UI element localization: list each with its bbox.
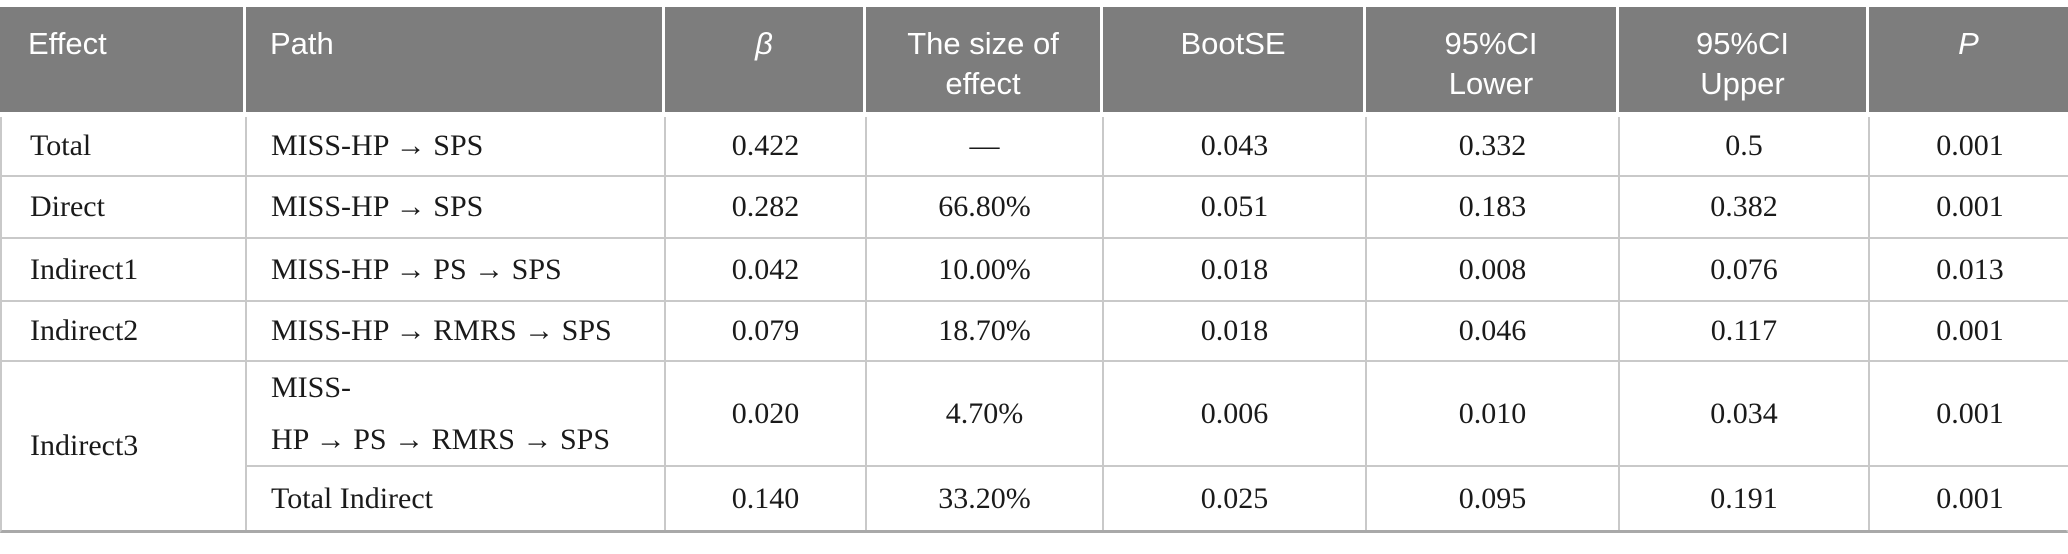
cell-r0-p: 0.001: [1868, 117, 2068, 175]
header-cell-bootse: BootSE: [1100, 7, 1363, 112]
cell-r3-upper: 0.117: [1618, 300, 1868, 360]
header-label: Path: [270, 26, 334, 61]
cell-r0-effect: Total: [2, 117, 245, 175]
table-header-row: Effect Path β The size of effect BootSE …: [0, 7, 2068, 112]
cell-r3-beta: 0.079: [664, 300, 865, 360]
cell-r1-lower: 0.183: [1365, 175, 1618, 237]
cell-r1-bootse: 0.051: [1102, 175, 1365, 237]
header-cell-ci-upper: 95%CI Upper: [1616, 7, 1866, 112]
cell-r2-bootse: 0.018: [1102, 237, 1365, 300]
cell-r4-bootse: 0.006: [1102, 360, 1365, 465]
header-label: BootSE: [1180, 26, 1286, 61]
cell-r3-effect: Indirect2: [2, 300, 245, 360]
header-cell-size-of-effect: The size of effect: [863, 7, 1100, 112]
cell-r5-path: Total Indirect: [245, 465, 664, 530]
header-cell-beta: β: [662, 7, 863, 112]
cell-r4-beta: 0.020: [664, 360, 865, 465]
header-label-line1: 95%CI: [1695, 26, 1790, 61]
cell-r3-bootse: 0.018: [1102, 300, 1365, 360]
cell-r4-effect: Indirect3: [2, 360, 245, 530]
header-label-line1: 95%CI: [1444, 26, 1538, 61]
cell-r1-beta: 0.282: [664, 175, 865, 237]
cell-r1-effect: Direct: [2, 175, 245, 237]
header-cell-p: P: [1866, 7, 2068, 112]
table-body: Total MISS-HP → SPS 0.422 — 0.043 0.332 …: [0, 117, 2068, 533]
results-table: Effect Path β The size of effect BootSE …: [0, 7, 2068, 533]
cell-r0-path: MISS-HP → SPS: [245, 117, 664, 175]
header-label-line1: The size of: [907, 26, 1059, 61]
cell-r2-beta: 0.042: [664, 237, 865, 300]
cell-r2-lower: 0.008: [1365, 237, 1618, 300]
cell-r3-size: 18.70%: [865, 300, 1102, 360]
header-label: P: [1958, 26, 1979, 61]
cell-r4-path: MISS- HP → PS → RMRS → SPS: [245, 360, 664, 465]
cell-r1-p: 0.001: [1868, 175, 2068, 237]
cell-r2-size: 10.00%: [865, 237, 1102, 300]
cell-r0-lower: 0.332: [1365, 117, 1618, 175]
cell-r3-path: MISS-HP → RMRS → SPS: [245, 300, 664, 360]
header-cell-ci-lower: 95%CI Lower: [1363, 7, 1616, 112]
cell-r5-bootse: 0.025: [1102, 465, 1365, 530]
header-label-line2: Lower: [1448, 66, 1534, 101]
cell-r5-upper: 0.191: [1618, 465, 1868, 530]
cell-r2-path: MISS-HP → PS → SPS: [245, 237, 664, 300]
cell-r0-beta: 0.422: [664, 117, 865, 175]
header-label: Effect: [28, 26, 107, 61]
cell-r4-upper: 0.034: [1618, 360, 1868, 465]
path-multiline: MISS- HP → PS → RMRS → SPS: [271, 362, 610, 466]
cell-r5-size: 33.20%: [865, 465, 1102, 530]
cell-r2-upper: 0.076: [1618, 237, 1868, 300]
path-line2: HP → PS → RMRS → SPS: [271, 422, 611, 456]
cell-r5-beta: 0.140: [664, 465, 865, 530]
cell-r1-path: MISS-HP → SPS: [245, 175, 664, 237]
header-cell-effect: Effect: [0, 7, 243, 112]
cell-r0-bootse: 0.043: [1102, 117, 1365, 175]
cell-r0-upper: 0.5: [1618, 117, 1868, 175]
cell-r5-lower: 0.095: [1365, 465, 1618, 530]
cell-r1-size: 66.80%: [865, 175, 1102, 237]
cell-r3-lower: 0.046: [1365, 300, 1618, 360]
header-label-line2: Upper: [1700, 66, 1785, 101]
cell-r3-p: 0.001: [1868, 300, 2068, 360]
cell-r0-size: —: [865, 117, 1102, 175]
path-line1: MISS-: [271, 370, 352, 404]
header-label-line2: effect: [945, 66, 1021, 101]
cell-r4-p: 0.001: [1868, 360, 2068, 465]
cell-r4-lower: 0.010: [1365, 360, 1618, 465]
cell-r2-p: 0.013: [1868, 237, 2068, 300]
header-cell-path: Path: [243, 7, 662, 112]
header-label: β: [755, 26, 773, 61]
cell-r1-upper: 0.382: [1618, 175, 1868, 237]
cell-r5-p: 0.001: [1868, 465, 2068, 530]
cell-r2-effect: Indirect1: [2, 237, 245, 300]
cell-r4-size: 4.70%: [865, 360, 1102, 465]
